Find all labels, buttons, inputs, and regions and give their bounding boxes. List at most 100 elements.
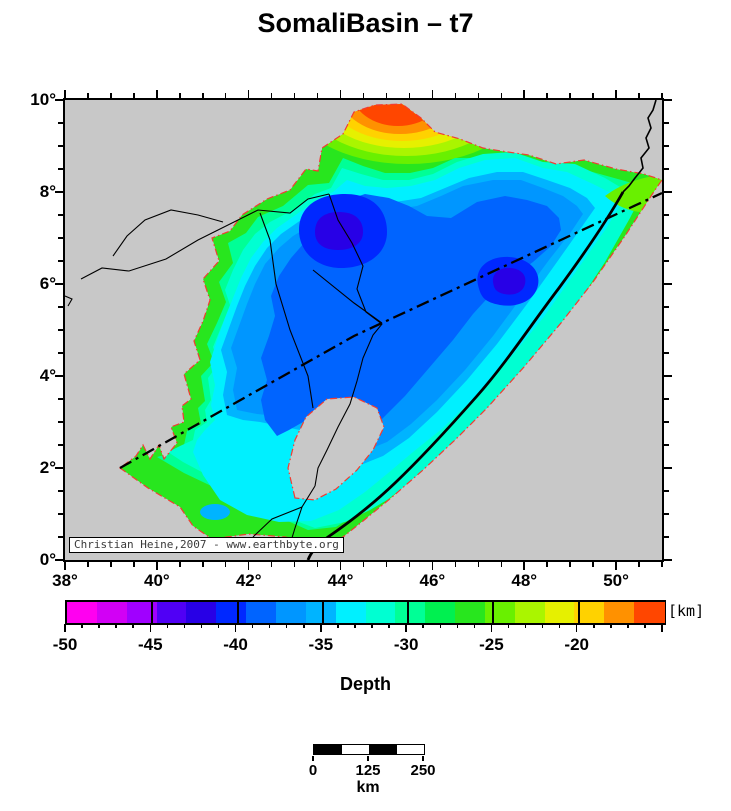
x-axis-tick-top (339, 90, 342, 98)
y-axis-tick-right (664, 352, 669, 354)
x-axis-tick-top (133, 93, 135, 98)
colorbar-tick (217, 624, 220, 628)
y-axis-tick (58, 444, 63, 446)
colorbar-segment (186, 602, 217, 623)
colorbar-segment (67, 602, 98, 623)
y-axis-tick-right (664, 191, 672, 193)
colorbar-axis-label: Depth (340, 674, 391, 694)
x-axis-tick-top (431, 90, 434, 98)
colorbar-tick (405, 624, 407, 632)
basin-interior-gap (288, 397, 384, 500)
x-axis-tick-top (156, 90, 158, 98)
colorbar-tick (251, 624, 254, 628)
x-axis-tick-label: 48° (511, 571, 538, 590)
colorbar-tick (337, 624, 339, 628)
y-axis-tick (55, 283, 63, 285)
x-axis-tick (385, 562, 388, 567)
scale-bar-tick (312, 756, 314, 761)
colorbar-unit-label: [km] (668, 602, 705, 620)
y-axis-tick (55, 375, 63, 377)
x-axis-tick (339, 562, 342, 570)
y-axis-tick-right (664, 283, 672, 285)
x-axis-tick-label: 42° (235, 571, 262, 590)
x-axis-tick (179, 562, 181, 567)
country-border-lines (65, 193, 383, 552)
x-axis-tick-top (247, 90, 250, 98)
colorbar-tick-label: -50 (52, 635, 78, 654)
y-axis-tick-right (664, 260, 669, 262)
colorbar-tick (64, 624, 66, 632)
colorbar-tick-label: -25 (479, 635, 504, 654)
colorbar-segment (455, 602, 486, 623)
scale-bar-tick-label: 250 (410, 762, 436, 779)
colorbar-segment (96, 602, 128, 623)
y-axis-tick-right (664, 467, 672, 469)
y-axis-tick-right (664, 421, 669, 423)
y-axis-tick-right (664, 444, 669, 446)
colorbar-major-divider (577, 602, 580, 623)
y-axis-tick-label: 6° (39, 274, 56, 293)
coastline-south (306, 191, 625, 560)
basin-map (65, 100, 662, 560)
colorbar-segment (574, 602, 605, 623)
colorbar-tick (115, 624, 117, 628)
y-axis-tick (58, 260, 63, 262)
scale-bar-segment (314, 745, 342, 754)
x-axis-tick-top (224, 93, 227, 98)
colorbar-tick (149, 624, 152, 632)
x-axis-tick (431, 562, 434, 570)
colorbar-tick (558, 624, 561, 628)
colorbar-tick (593, 624, 595, 628)
x-axis-tick (638, 562, 640, 567)
scale-bar-tick (422, 756, 424, 761)
x-axis-tick-top (592, 93, 594, 98)
x-axis-tick (156, 562, 158, 570)
x-axis-tick-top (477, 93, 480, 98)
y-axis-tick (58, 536, 63, 538)
coastline-north (622, 100, 657, 193)
colorbar-tick (661, 624, 663, 632)
x-axis-tick-top (454, 93, 457, 98)
colorbar-segment (126, 602, 158, 623)
x-axis-tick (87, 562, 89, 567)
contour-core-east-inner (492, 267, 526, 295)
x-axis-tick-top (202, 93, 204, 98)
map-scale-bar (313, 744, 425, 755)
x-axis-tick-top (179, 93, 181, 98)
colorbar-major-divider (492, 602, 495, 623)
y-axis-tick (58, 237, 63, 239)
y-axis-tick (58, 352, 63, 354)
colorbar-tick (98, 624, 100, 628)
colorbar-segment (305, 602, 337, 623)
colorbar-major-divider (321, 602, 324, 623)
colorbar-major-divider (236, 602, 239, 623)
x-axis-tick-label: 38° (52, 571, 78, 590)
colorbar-tick (183, 624, 186, 628)
colorbar-segment (395, 602, 426, 623)
x-axis-tick-top (316, 93, 319, 98)
colorbar-tick (200, 624, 203, 628)
y-axis-tick (58, 398, 63, 400)
x-axis-tick-top (615, 90, 617, 98)
colorbar-segment (484, 602, 516, 623)
y-axis-tick (55, 559, 63, 561)
scale-bar-tick-label: 125 (355, 762, 381, 779)
colorbar-tick (166, 624, 169, 628)
colorbar-tick-label: -35 (308, 635, 334, 654)
colorbar-segment (246, 602, 277, 623)
x-axis-tick-label: 50° (603, 571, 629, 590)
x-axis-tick-top (64, 90, 66, 98)
y-axis-tick-right (664, 145, 669, 147)
depth-colorbar (65, 600, 666, 625)
colorbar-segment (365, 602, 396, 623)
x-axis-tick (110, 562, 112, 567)
x-axis-tick-top (500, 93, 503, 98)
colorbar-tick (456, 624, 459, 628)
x-axis-tick-label: 44° (327, 571, 354, 590)
x-axis-tick-top (638, 93, 640, 98)
y-axis-tick-right (664, 490, 669, 492)
colorbar-segment (275, 602, 307, 623)
y-axis-tick-right (664, 306, 669, 308)
x-axis-tick-top (546, 93, 548, 98)
colorbar-tick-label: -20 (564, 635, 589, 654)
